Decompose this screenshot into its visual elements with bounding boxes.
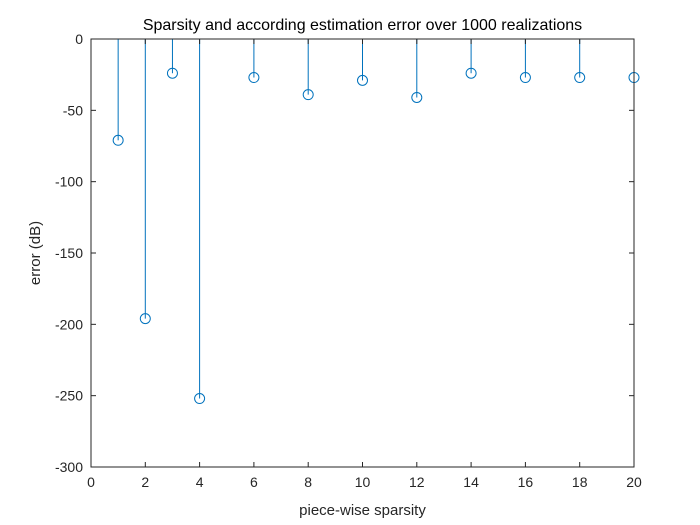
x-axis-label: piece-wise sparsity	[299, 502, 426, 519]
stem-marker	[302, 89, 314, 101]
y-tick-label: -300	[55, 459, 83, 475]
chart-title: Sparsity and according estimation error …	[143, 17, 582, 34]
x-tick-label: 6	[250, 474, 258, 490]
y-tick-label: -200	[55, 316, 83, 332]
stem-marker	[574, 72, 586, 84]
stem-marker	[248, 72, 260, 84]
x-tick-label: 20	[626, 474, 642, 490]
y-tick-label: 0	[75, 31, 83, 47]
x-tick-label: 10	[355, 474, 371, 490]
y-tick-label: -150	[55, 245, 83, 261]
stems-group	[112, 39, 640, 405]
x-tick-label: 2	[141, 474, 149, 490]
x-tick-label: 16	[518, 474, 534, 490]
x-tick-label: 12	[409, 474, 425, 490]
ticks-group: 0 2 4 6 8 10 12 14 16 18 20 0 -50 -100 -150 -200 -250 -30…	[55, 31, 642, 490]
x-tick-label: 8	[304, 474, 312, 490]
y-axis-label: error (dB)	[27, 221, 44, 285]
stem-marker	[194, 393, 206, 405]
stem-marker	[112, 134, 124, 146]
stem-marker	[357, 74, 368, 86]
x-tick-label: 14	[463, 474, 479, 490]
plot-area	[91, 39, 634, 467]
stem-marker	[166, 67, 178, 79]
x-tick-label: 18	[572, 474, 588, 490]
stem-marker	[519, 72, 531, 84]
y-tick-label: -250	[55, 388, 83, 404]
stem-marker	[411, 91, 423, 103]
x-tick-label: 4	[196, 474, 204, 490]
stem-marker	[139, 313, 151, 325]
stem-marker	[465, 67, 477, 79]
x-tick-label: 0	[87, 474, 95, 490]
y-tick-label: -100	[55, 174, 83, 190]
y-tick-label: -50	[63, 102, 83, 118]
